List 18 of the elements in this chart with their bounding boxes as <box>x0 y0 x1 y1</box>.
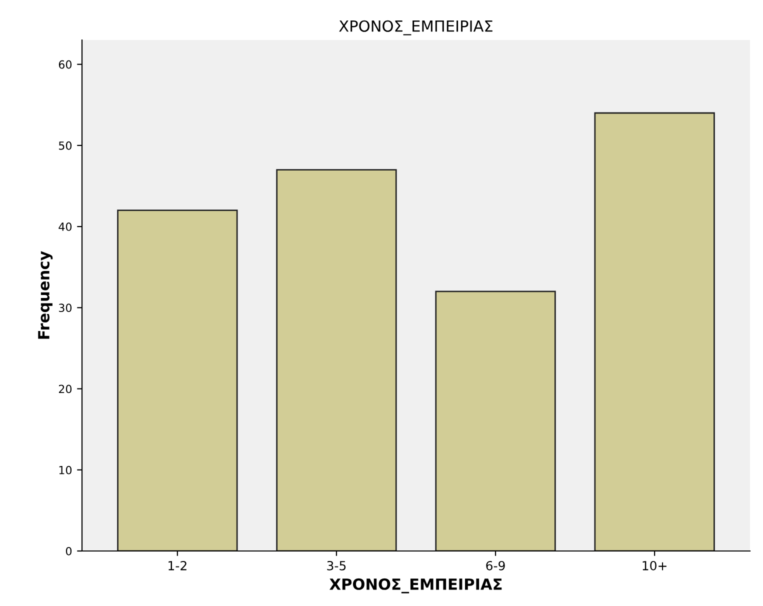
y-tick-label: 50 <box>58 141 72 150</box>
x-tick-label: 6-9 <box>486 560 505 570</box>
y-tick-label: 10 <box>59 466 72 474</box>
bar <box>276 169 397 551</box>
y-tick-label: 0 <box>66 546 72 556</box>
y-tick-label: 30 <box>58 304 72 312</box>
chart-title: ΧΡΟΝΟΣ_ΕΜΠΕΙΡΙΑΣ <box>339 20 492 36</box>
bar <box>594 112 715 551</box>
x-axis-title: ΧΡΟΝΟΣ_ΕΜΠΕΙΡΙΑΣ <box>330 578 502 594</box>
y-tick-label: 20 <box>58 384 72 394</box>
y-tick-label: 40 <box>58 222 72 231</box>
x-tick-label: 10+ <box>642 560 666 570</box>
bar <box>435 290 556 551</box>
bar <box>117 210 238 551</box>
x-tick-label: 1-2 <box>168 560 186 570</box>
y-tick-label: 60 <box>58 60 72 69</box>
x-tick-label: 3-5 <box>327 560 346 570</box>
y-axis-title: Frequency <box>38 251 53 339</box>
